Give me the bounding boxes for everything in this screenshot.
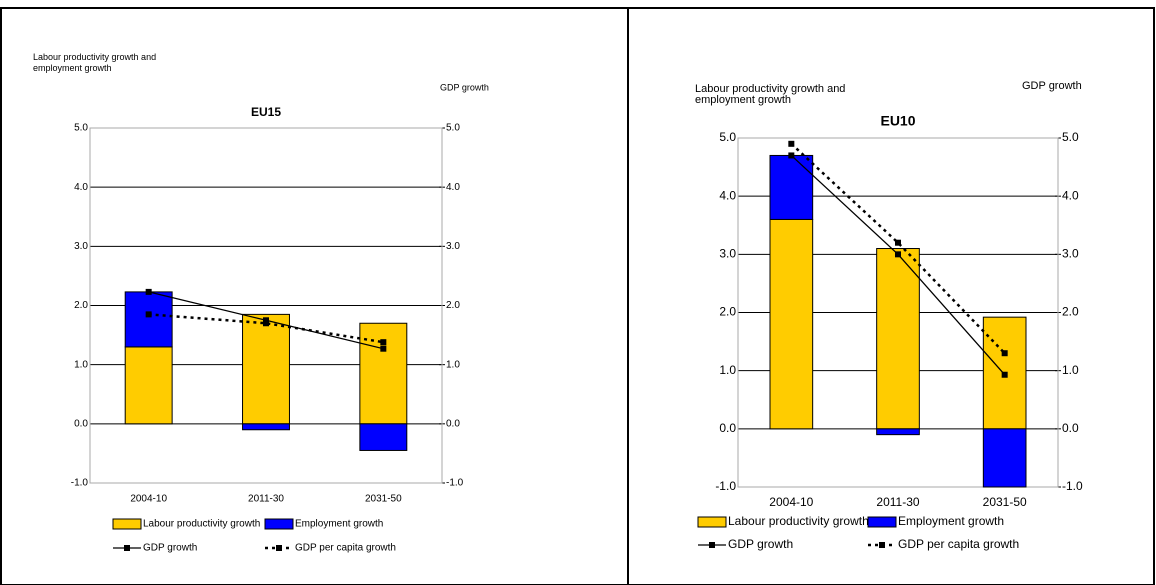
bar [876, 248, 920, 430]
panel-frame [0, 7, 629, 585]
y-tick-label: 5.0 [719, 130, 736, 144]
x-tick-label: 2004-10 [130, 494, 167, 505]
legend-label: Employment growth [898, 514, 1004, 528]
line [148, 313, 384, 344]
legend-label: GDP growth [728, 537, 793, 551]
chart-title: EU15 [251, 105, 281, 119]
line-marker [788, 140, 795, 147]
legend-marker [879, 542, 885, 548]
y-tick-label: 2.0 [74, 300, 88, 311]
x-tick-label: 2011-30 [876, 495, 919, 509]
y2-axis-label: GDP growth [1022, 80, 1082, 92]
line-marker [145, 288, 152, 295]
legend-swatch [264, 518, 294, 530]
y2-tick-label: 1.0 [1062, 363, 1079, 377]
x-tick-label: 2011-30 [248, 494, 284, 505]
y2-tick-label: 5.0 [1062, 130, 1079, 144]
line-marker [263, 320, 269, 327]
y2-tick-label: 3.0 [446, 241, 460, 252]
line-marker [380, 345, 387, 352]
y2-tick-label: 0.0 [1062, 421, 1079, 435]
y2-tick-label: 5.0 [446, 123, 460, 134]
y-tick-label: 3.0 [74, 241, 88, 252]
line-marker [895, 251, 901, 258]
legend-swatch [112, 518, 142, 530]
bar [876, 428, 920, 436]
line-marker [145, 311, 152, 318]
line [790, 142, 1006, 355]
legend-label: GDP per capita growth [295, 543, 396, 554]
bar [982, 428, 1027, 488]
bar [124, 291, 173, 348]
line-marker [895, 239, 901, 246]
legend-marker [276, 545, 282, 551]
x-tick-label: 2031-50 [365, 494, 402, 505]
bar [124, 346, 173, 425]
y-tick-label: 4.0 [74, 182, 88, 193]
bar [242, 313, 290, 425]
bar [359, 423, 408, 451]
bar [242, 423, 290, 431]
legend-label: GDP growth [143, 543, 197, 554]
y2-axis-label: GDP growth [440, 82, 489, 92]
y-tick-label: 2.0 [719, 305, 736, 319]
y2-tick-label: 4.0 [446, 182, 460, 193]
line-marker [1001, 371, 1008, 378]
y2-tick-label: -1.0 [446, 478, 464, 489]
y-tick-label: 3.0 [719, 247, 736, 261]
y-axis-label: Labour productivity growth and employmen… [33, 52, 157, 73]
legend-marker [709, 542, 715, 548]
y2-tick-label: 2.0 [446, 300, 460, 311]
y-tick-label: -1.0 [715, 479, 736, 493]
y-tick-label: 1.0 [719, 363, 736, 377]
plot-area [89, 127, 443, 484]
chart-title: EU10 [880, 113, 915, 129]
y-tick-label: 4.0 [719, 188, 736, 202]
x-tick-label: 2004-10 [769, 495, 813, 509]
x-tick-label: 2031-50 [983, 495, 1027, 509]
panel-frame [627, 7, 1155, 585]
legend-swatch [697, 516, 727, 528]
y2-tick-label: 2.0 [1062, 305, 1079, 319]
y2-tick-label: 0.0 [446, 418, 460, 429]
y2-tick-label: 1.0 [446, 359, 460, 370]
legend-label: Labour productivity growth [728, 514, 869, 528]
y-tick-label: -1.0 [71, 478, 89, 489]
y-tick-label: 1.0 [74, 359, 88, 370]
plot-area [737, 137, 1059, 488]
y-axis-label: Labour productivity growth and employmen… [695, 83, 846, 106]
line-marker [1001, 350, 1008, 357]
bar [769, 218, 814, 430]
legend-label: Labour productivity growth [143, 519, 260, 530]
y2-tick-label: -1.0 [1062, 479, 1083, 493]
line-marker [788, 152, 795, 159]
legend-swatch [867, 516, 897, 528]
bar [769, 154, 814, 220]
legend-label: Employment growth [295, 519, 383, 530]
y-tick-label: 0.0 [74, 418, 88, 429]
legend-label: GDP per capita growth [898, 537, 1019, 551]
y2-tick-label: 3.0 [1062, 247, 1079, 261]
legend-marker [124, 545, 130, 551]
y-tick-label: 5.0 [74, 123, 88, 134]
y2-tick-label: 4.0 [1062, 188, 1079, 202]
y-tick-label: 0.0 [719, 421, 736, 435]
line-marker [380, 339, 387, 346]
